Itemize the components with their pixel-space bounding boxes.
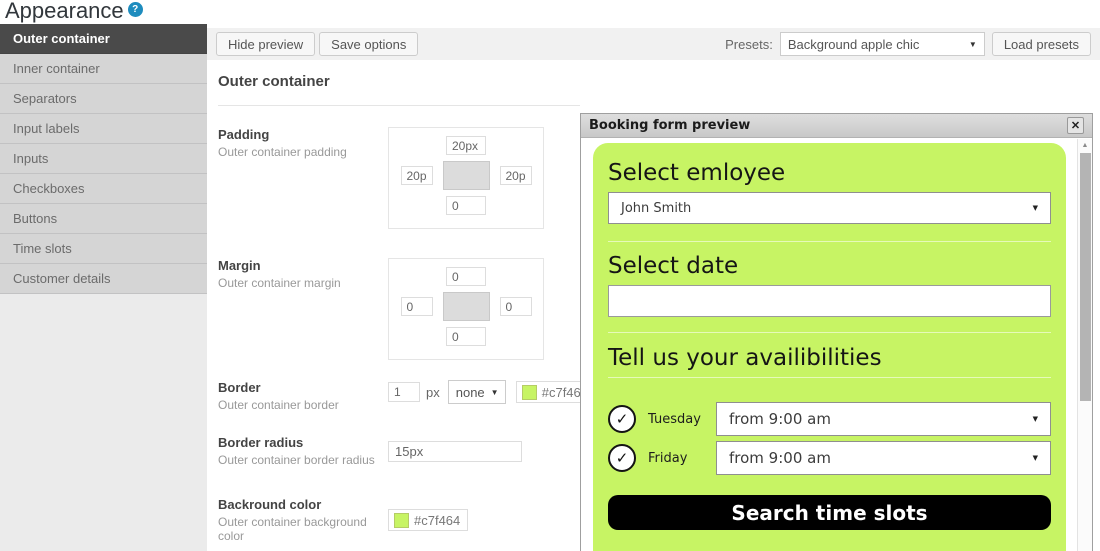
friday-checkbox[interactable]: ✓ [608, 444, 636, 472]
employee-select[interactable]: John Smith ▼ [608, 192, 1051, 224]
dialog-header[interactable]: Booking form preview ✕ [581, 114, 1092, 138]
employee-selected-value: John Smith [621, 200, 692, 216]
availability-row-tuesday: ✓ Tuesday from 9:00 am ▼ [608, 402, 1051, 436]
sidebar-item-inner-container[interactable]: Inner container [0, 54, 207, 84]
close-icon[interactable]: ✕ [1067, 117, 1084, 134]
check-icon: ✓ [615, 410, 629, 428]
border-radius-label: Border radius [218, 435, 304, 450]
border-radius-setting-row: Border radius Outer container border rad… [218, 435, 522, 467]
margin-center-box [442, 292, 490, 321]
sidebar-item-input-labels[interactable]: Input labels [0, 114, 207, 144]
border-setting-row: Border Outer container border px none ▼ … [218, 380, 596, 412]
padding-center-box [442, 161, 490, 190]
section-heading: Outer container [218, 73, 330, 90]
padding-right-input[interactable] [499, 166, 532, 185]
border-style-value: none [455, 384, 485, 400]
presets-selected-value: Background apple chic [787, 36, 920, 52]
friday-time-select[interactable]: from 9:00 am ▼ [716, 441, 1051, 475]
margin-box [388, 258, 544, 360]
tuesday-time-value: from 9:00 am [729, 410, 831, 428]
margin-left-input[interactable] [400, 297, 433, 316]
sidebar-item-outer-container[interactable]: Outer container [0, 24, 207, 54]
check-icon: ✓ [615, 449, 629, 467]
employee-heading: Select emloyee [608, 160, 786, 186]
chevron-down-icon: ▼ [1032, 204, 1038, 212]
presets-select[interactable]: Background apple chic ▼ [779, 32, 985, 56]
hide-preview-button[interactable]: Hide preview [216, 32, 316, 56]
sidebar-item-separators[interactable]: Separators [0, 84, 207, 114]
chevron-down-icon: ▼ [968, 39, 977, 49]
margin-top-input[interactable] [446, 267, 486, 286]
friday-time-value: from 9:00 am [729, 449, 831, 467]
margin-bottom-input[interactable] [446, 327, 486, 346]
form-separator [608, 241, 1051, 242]
tuesday-time-select[interactable]: from 9:00 am ▼ [716, 402, 1051, 436]
border-label: Border [218, 380, 261, 395]
sidebar-item-customer-details[interactable]: Customer details [0, 264, 207, 294]
date-input[interactable] [608, 285, 1051, 317]
background-color-label: Backround color [218, 497, 322, 512]
background-color-swatch [394, 512, 409, 528]
border-unit-label: px [426, 384, 440, 400]
padding-box [388, 127, 544, 229]
padding-description: Outer container padding [218, 145, 347, 159]
scroll-up-icon[interactable]: ▲ [1081, 142, 1089, 149]
booking-form: Select emloyee John Smith ▼ Select date … [593, 143, 1066, 551]
background-color-description: Outer container background color [218, 515, 367, 543]
margin-right-input[interactable] [499, 297, 532, 316]
load-presets-button[interactable]: Load presets [991, 32, 1091, 56]
border-radius-input[interactable] [388, 440, 522, 462]
margin-label: Margin [218, 258, 261, 273]
border-radius-description: Outer container border radius [218, 453, 375, 467]
padding-setting-row: Padding Outer container padding [218, 127, 544, 229]
padding-label: Padding [218, 127, 270, 142]
padding-left-input[interactable] [400, 166, 433, 185]
padding-top-input[interactable] [446, 136, 486, 155]
sidebar-item-time-slots[interactable]: Time slots [0, 234, 207, 264]
page-title-text: Appearance [5, 0, 124, 23]
border-style-select[interactable]: none ▼ [447, 380, 506, 404]
chevron-down-icon: ▼ [1032, 454, 1038, 462]
scrollbar-thumb[interactable] [1080, 153, 1091, 401]
padding-bottom-input[interactable] [446, 196, 486, 215]
section-divider [218, 105, 580, 106]
border-color-swatch [521, 384, 537, 400]
toolbar: Hide preview Save options Presets: Backg… [207, 28, 1100, 60]
tuesday-checkbox[interactable]: ✓ [608, 405, 636, 433]
form-separator [608, 377, 1051, 378]
border-width-input[interactable] [388, 382, 420, 402]
margin-setting-row: Margin Outer container margin [218, 258, 544, 360]
form-separator [608, 332, 1051, 333]
dialog-title: Booking form preview [589, 118, 751, 133]
booking-form-preview-dialog: Booking form preview ✕ Select emloyee Jo… [580, 113, 1093, 551]
chevron-down-icon: ▼ [1032, 415, 1038, 423]
background-color-setting-row: Backround color Outer container backgrou… [218, 497, 468, 543]
friday-label: Friday [648, 450, 688, 466]
save-options-button[interactable]: Save options [319, 32, 419, 56]
margin-description: Outer container margin [218, 276, 341, 290]
border-description: Outer container border [218, 398, 339, 412]
background-color-field[interactable]: #c7f464 [388, 509, 468, 531]
border-color-value: #c7f464 [541, 384, 588, 400]
appearance-sidebar: Outer container Inner container Separato… [0, 24, 207, 551]
preview-scrollbar[interactable]: ▲ [1077, 139, 1092, 551]
tuesday-label: Tuesday [648, 411, 701, 427]
dialog-body: Select emloyee John Smith ▼ Select date … [581, 139, 1092, 551]
availability-row-friday: ✓ Friday from 9:00 am ▼ [608, 441, 1051, 475]
sidebar-item-inputs[interactable]: Inputs [0, 144, 207, 174]
border-color-field[interactable]: #c7f464 [515, 381, 596, 403]
search-time-slots-button[interactable]: Search time slots [608, 495, 1051, 530]
background-color-value: #c7f464 [414, 512, 461, 528]
presets-group: Presets: Background apple chic ▼ Load pr… [725, 32, 1091, 56]
page-title: Appearance? [5, 0, 143, 24]
availability-heading: Tell us your availibilities [608, 345, 882, 371]
sidebar-item-checkboxes[interactable]: Checkboxes [0, 174, 207, 204]
sidebar-item-buttons[interactable]: Buttons [0, 204, 207, 234]
date-heading: Select date [608, 253, 739, 279]
help-icon[interactable]: ? [127, 2, 143, 17]
presets-label: Presets: [725, 36, 773, 52]
chevron-down-icon: ▼ [490, 387, 499, 397]
